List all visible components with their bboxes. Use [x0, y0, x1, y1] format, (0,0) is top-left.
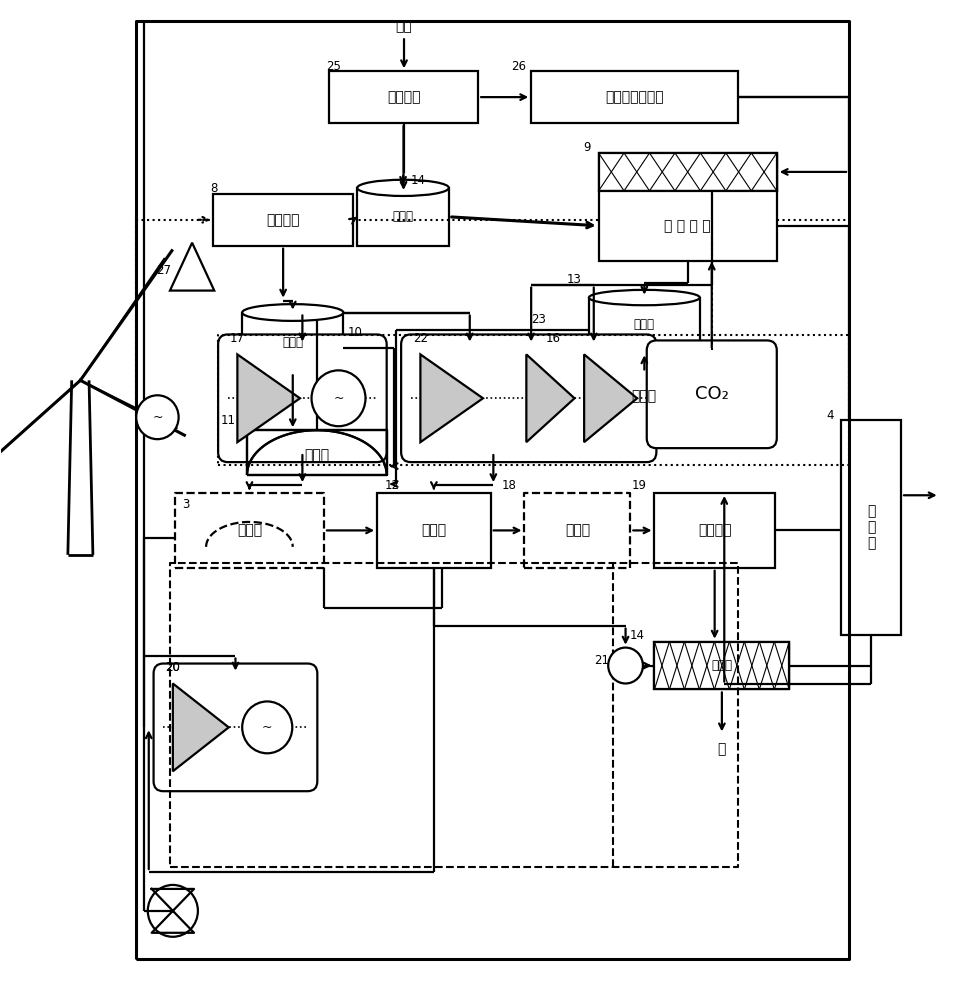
Text: 14: 14: [630, 629, 645, 642]
Text: 空气: 空气: [396, 19, 412, 33]
Text: ~: ~: [333, 392, 344, 405]
Text: ~: ~: [153, 411, 162, 424]
FancyBboxPatch shape: [154, 664, 317, 791]
FancyBboxPatch shape: [599, 153, 777, 191]
Polygon shape: [526, 354, 575, 442]
Text: 27: 27: [156, 264, 171, 277]
Text: 回热器: 回热器: [421, 523, 446, 537]
Text: 电解制氢: 电解制氢: [267, 213, 299, 227]
Text: 21: 21: [594, 654, 609, 667]
Text: 17: 17: [230, 332, 244, 345]
FancyBboxPatch shape: [589, 372, 699, 420]
Text: 4: 4: [826, 409, 834, 422]
Ellipse shape: [357, 180, 449, 196]
Text: 11: 11: [220, 414, 236, 427]
Circle shape: [312, 370, 365, 426]
Polygon shape: [584, 354, 638, 442]
FancyBboxPatch shape: [531, 71, 738, 123]
Circle shape: [609, 648, 643, 683]
Text: 26: 26: [511, 60, 526, 73]
FancyBboxPatch shape: [213, 194, 353, 246]
Text: 3: 3: [183, 498, 190, 511]
Text: CO₂: CO₂: [695, 385, 728, 403]
Text: 8: 8: [211, 182, 217, 195]
Text: 甲 烷 制 备: 甲 烷 制 备: [665, 219, 711, 233]
Text: 9: 9: [583, 141, 591, 154]
Text: 氧气罐: 氧气罐: [282, 336, 303, 349]
Circle shape: [136, 395, 179, 439]
Text: 氮气、氦气储罐: 氮气、氦气储罐: [606, 90, 664, 104]
Polygon shape: [238, 354, 300, 442]
Text: 冷凝器: 冷凝器: [565, 523, 590, 537]
Text: 14: 14: [411, 174, 425, 187]
Text: 20: 20: [165, 661, 180, 674]
Text: 换
热
器: 换 热 器: [867, 504, 875, 551]
Ellipse shape: [589, 290, 699, 305]
Polygon shape: [173, 683, 229, 771]
Text: 19: 19: [632, 479, 647, 492]
FancyBboxPatch shape: [401, 334, 656, 462]
FancyBboxPatch shape: [218, 334, 386, 462]
Text: 汽水分离: 汽水分离: [697, 523, 731, 537]
FancyBboxPatch shape: [377, 493, 491, 568]
Text: ~: ~: [262, 721, 272, 734]
Text: 23: 23: [531, 313, 546, 326]
Ellipse shape: [242, 304, 343, 321]
Text: 储气柜: 储气柜: [634, 318, 655, 331]
FancyBboxPatch shape: [654, 642, 789, 689]
Text: 25: 25: [326, 60, 341, 73]
FancyBboxPatch shape: [599, 153, 777, 191]
FancyBboxPatch shape: [841, 420, 901, 635]
Text: 空分机组: 空分机组: [386, 90, 420, 104]
FancyBboxPatch shape: [654, 642, 789, 689]
Text: 13: 13: [566, 273, 582, 286]
Text: 12: 12: [384, 479, 400, 492]
Text: 天然气: 天然气: [632, 389, 657, 403]
Text: 22: 22: [412, 332, 428, 345]
Text: 蒸发器: 蒸发器: [237, 523, 262, 537]
Text: 燃烧室: 燃烧室: [304, 448, 329, 462]
Text: 储水罐: 储水罐: [711, 659, 732, 672]
Text: 氢气罐: 氢气罐: [392, 210, 413, 223]
Text: 20: 20: [165, 661, 180, 674]
Polygon shape: [68, 380, 93, 555]
FancyBboxPatch shape: [328, 71, 478, 123]
Text: 16: 16: [546, 332, 560, 345]
FancyBboxPatch shape: [647, 340, 777, 448]
Circle shape: [242, 701, 293, 753]
Text: 18: 18: [502, 479, 517, 492]
Polygon shape: [420, 354, 483, 442]
Text: 水: 水: [718, 742, 726, 756]
Text: 10: 10: [348, 326, 363, 339]
FancyBboxPatch shape: [599, 191, 777, 261]
FancyBboxPatch shape: [242, 313, 343, 372]
Polygon shape: [247, 430, 386, 475]
FancyBboxPatch shape: [357, 188, 449, 246]
FancyBboxPatch shape: [589, 298, 699, 352]
FancyBboxPatch shape: [654, 493, 775, 568]
